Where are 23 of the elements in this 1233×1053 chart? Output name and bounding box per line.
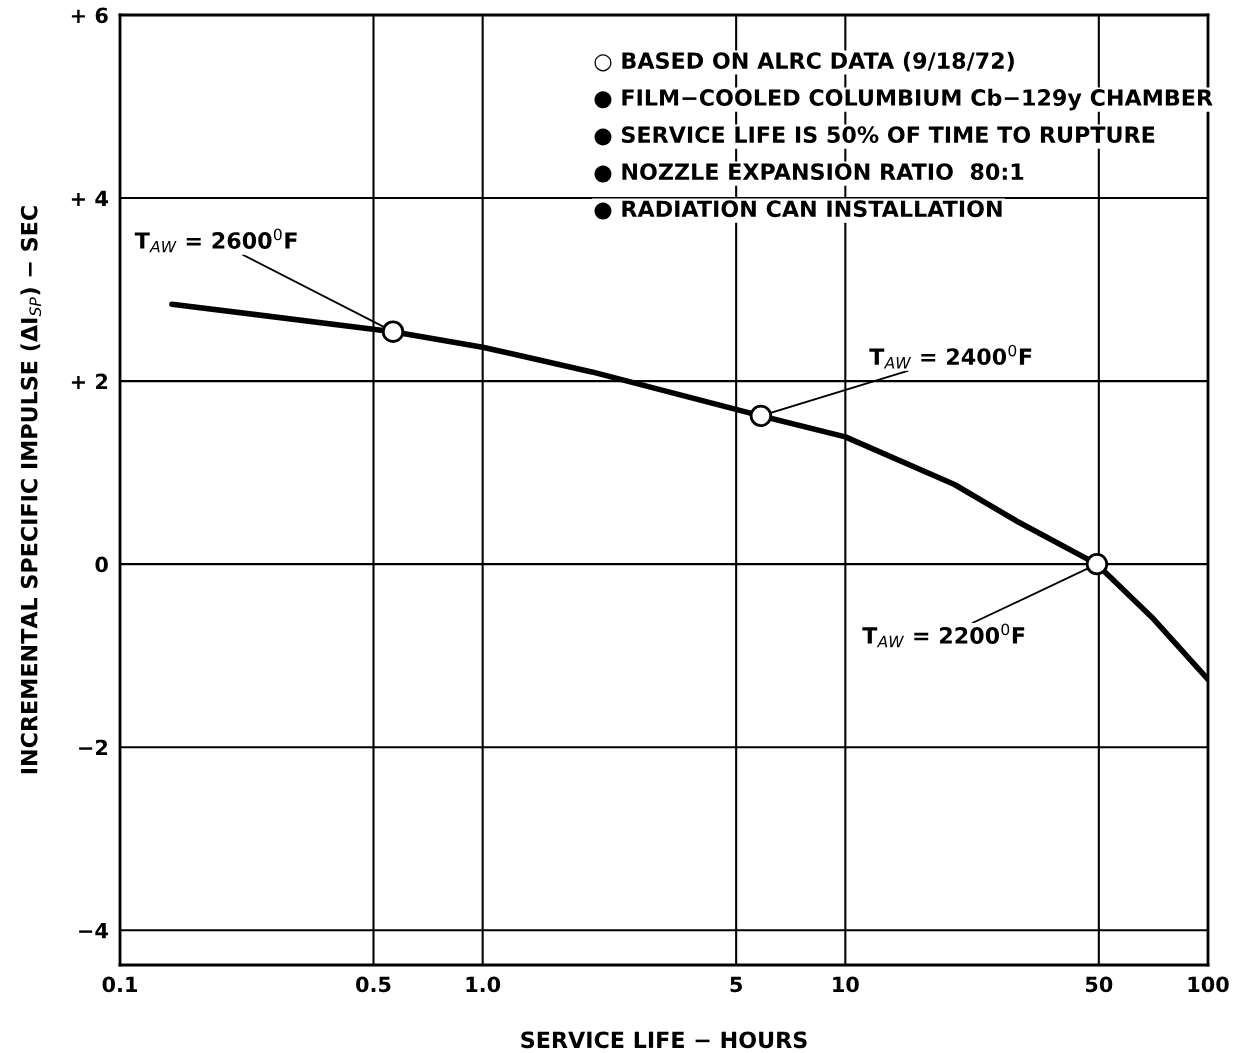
y-tick-label: + 6: [71, 7, 108, 24]
annotation: ● SERVICE LIFE IS 50% OF TIME TO RUPTURE: [594, 126, 1155, 146]
y-tick-label: −4: [79, 922, 108, 939]
annotation: ● NOZZLE EXPANSION RATIO 80:1: [594, 163, 1024, 183]
y-tick-label: + 2: [71, 373, 108, 389]
x-tick-label: 0.1: [102, 976, 138, 993]
x-tick-label: 100: [1188, 976, 1229, 993]
x-tick-label: 10: [833, 976, 859, 993]
x-tick-label: 5: [730, 976, 742, 993]
x-axis-title: SERVICE LIFE − HOURS: [521, 1031, 807, 1049]
y-tick-label: 0: [95, 556, 108, 573]
annotation: ● FILM−COOLED COLUMBIUM Cb−129y CHAMBER: [594, 88, 1213, 111]
annotation: T$_{AW}$ = 2400$^{0}$F: [869, 344, 1032, 369]
annotation: ○ BASED ON ALRC DATA (9/18/72): [594, 51, 1014, 72]
annotation: ● RADIATION CAN INSTALLATION: [594, 200, 1002, 220]
x-tick-label: 0.5: [356, 976, 391, 993]
y-axis-title: INCREMENTAL SPECIFIC IMPULSE (ΔI$_{SP}$) − SEC: [20, 206, 42, 774]
y-tick-label: + 4: [71, 190, 108, 206]
annotation: T$_{AW}$ = 2200$^{0}$F: [862, 623, 1025, 648]
y-tick-label: −2: [79, 739, 108, 756]
x-tick-label: 1.0: [466, 976, 501, 993]
x-tick-label: 50: [1085, 976, 1113, 993]
annotation: T$_{AW}$ = 2600$^{0}$F: [134, 228, 297, 253]
